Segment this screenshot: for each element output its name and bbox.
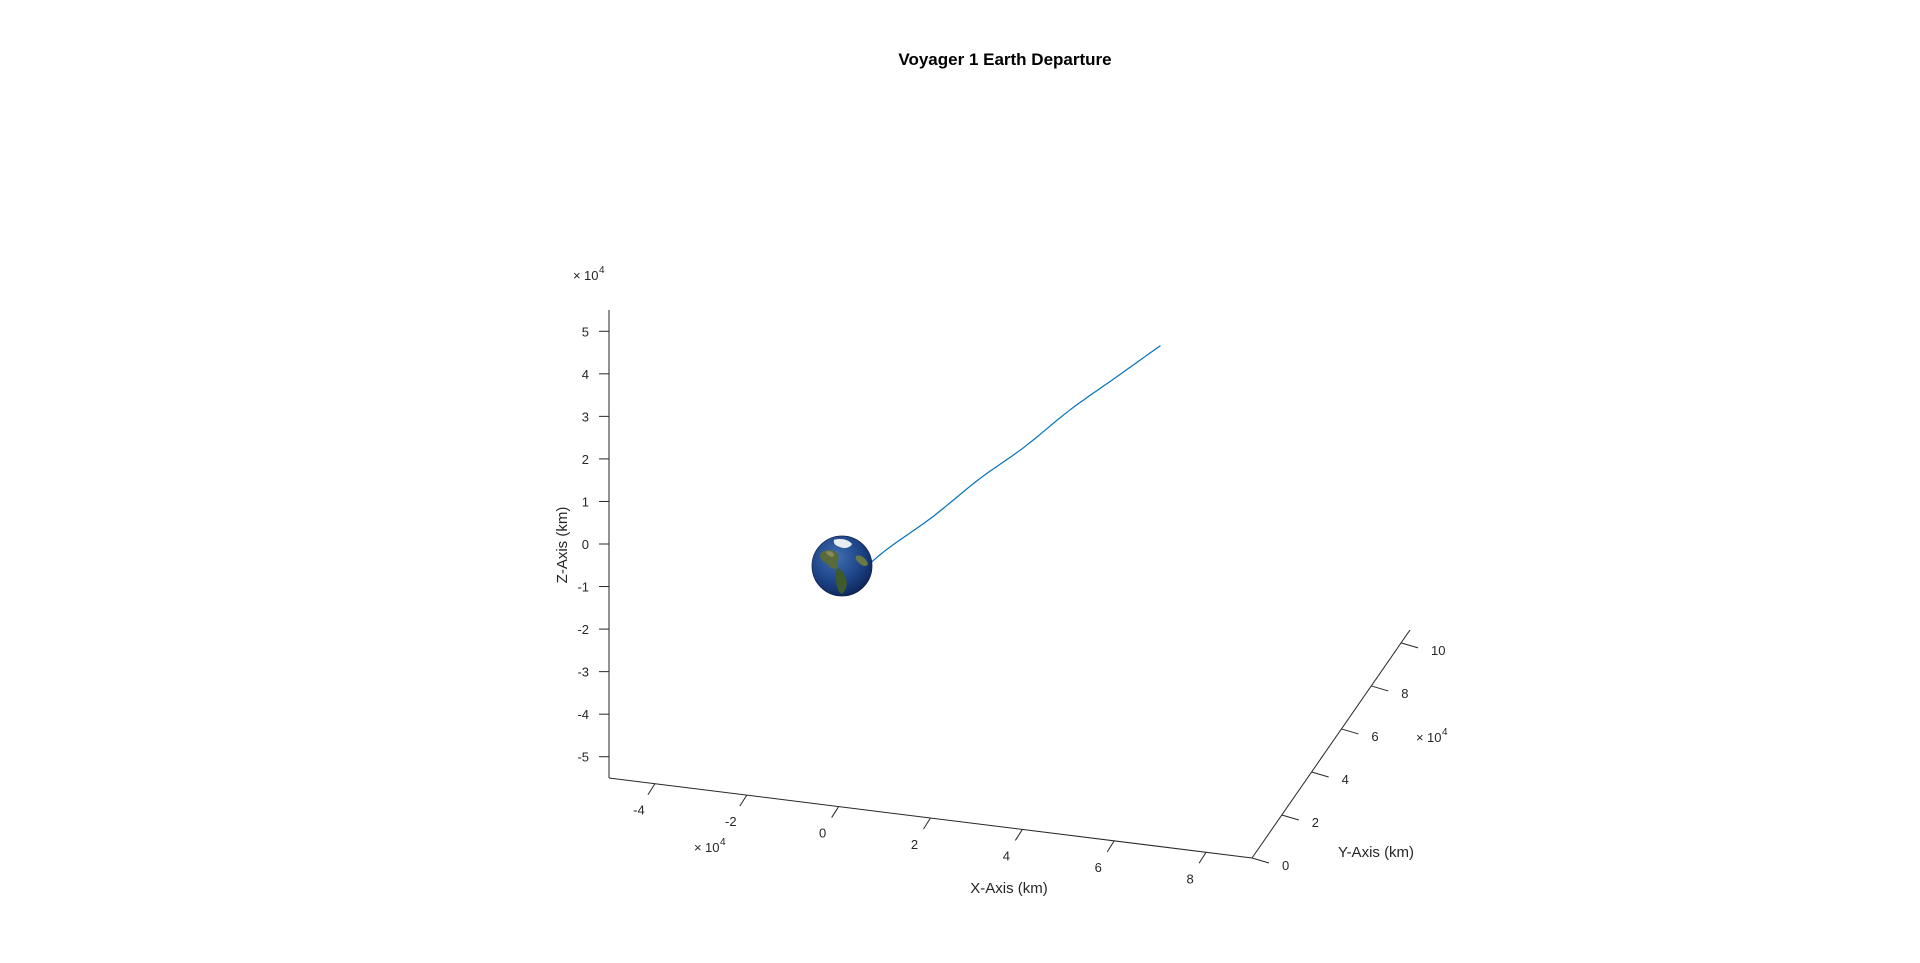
trajectory-line [859, 345, 1161, 573]
z-tick-label: -3 [577, 665, 589, 680]
x-tick-mark [1014, 829, 1023, 841]
y-exponent-power: 4 [1442, 727, 1448, 738]
x-ticks: -4 -2 0 2 4 6 8 [633, 783, 1207, 886]
x-tick-mark [1106, 840, 1115, 853]
x-tick-label: 2 [911, 837, 918, 852]
y-exponent-base: 10 [1427, 730, 1441, 745]
y-tick-label: 8 [1401, 686, 1408, 701]
z-exponent-label: × 10 4 [573, 265, 605, 283]
y-tick-label: 0 [1282, 858, 1289, 873]
z-tick-label: -4 [577, 707, 589, 722]
z-tick-label: -2 [577, 622, 589, 637]
y-tick-mark [1311, 771, 1329, 778]
y-tick-mark [1400, 642, 1419, 649]
y-tick-mark [1341, 728, 1359, 735]
x-exponent-base: 10 [705, 840, 719, 855]
y-tick-mark [1251, 857, 1270, 864]
x-tick-label: 4 [1003, 848, 1010, 863]
z-tick-label: 4 [582, 367, 589, 382]
x-exponent-label: × 10 4 [694, 837, 726, 855]
x-tick-label: 0 [819, 826, 826, 841]
x-tick-mark [923, 817, 931, 830]
x-tick-mark [831, 806, 840, 818]
y-exponent-prefix: × [1416, 730, 1424, 745]
x-tick-label: -2 [725, 814, 737, 829]
y-tick-label: 2 [1312, 815, 1319, 830]
z-tick-label: 3 [582, 409, 589, 424]
z-tick-label: 1 [582, 494, 589, 509]
z-tick-label: 0 [582, 537, 589, 552]
x-tick-mark [1198, 852, 1207, 864]
x-tick-label: 8 [1186, 871, 1193, 886]
z-exponent-power: 4 [599, 265, 605, 276]
z-exponent-prefix: × [573, 268, 581, 283]
z-axis-label: Z-Axis (km) [554, 507, 571, 584]
y-tick-label: 10 [1431, 643, 1445, 658]
x-tick-mark [647, 783, 656, 795]
z-exponent-base: 10 [584, 268, 598, 283]
z-tick-label: -1 [577, 580, 589, 595]
x-tick-mark [739, 794, 748, 807]
y-tick-label: 6 [1371, 729, 1378, 744]
earth-globe [811, 535, 873, 597]
x-tick-label: -4 [633, 803, 645, 818]
y-axis-label: Y-Axis (km) [1338, 844, 1414, 861]
x-exponent-power: 4 [720, 837, 726, 848]
earth-rim [811, 535, 873, 597]
y-ticks: 0 2 4 6 8 10 [1251, 642, 1446, 873]
z-tick-label: -5 [577, 750, 589, 765]
earth-continents [819, 538, 869, 595]
y-tick-label: 4 [1342, 772, 1349, 787]
x-exponent-prefix: × [694, 840, 702, 855]
z-tick-label: 5 [582, 324, 589, 339]
x-tick-label: 6 [1095, 860, 1102, 875]
z-ticks: 5 4 3 2 1 0 -1 -2 -3 -4 -5 [577, 324, 609, 765]
y-tick-mark [1371, 685, 1389, 692]
chart-title: Voyager 1 Earth Departure [898, 50, 1111, 69]
z-tick-label: 2 [582, 452, 589, 467]
y-exponent-label: × 10 4 [1416, 727, 1448, 745]
x-axis-label: X-Axis (km) [970, 880, 1048, 897]
y-axis-line [1251, 629, 1411, 859]
y-tick-mark [1281, 814, 1299, 821]
